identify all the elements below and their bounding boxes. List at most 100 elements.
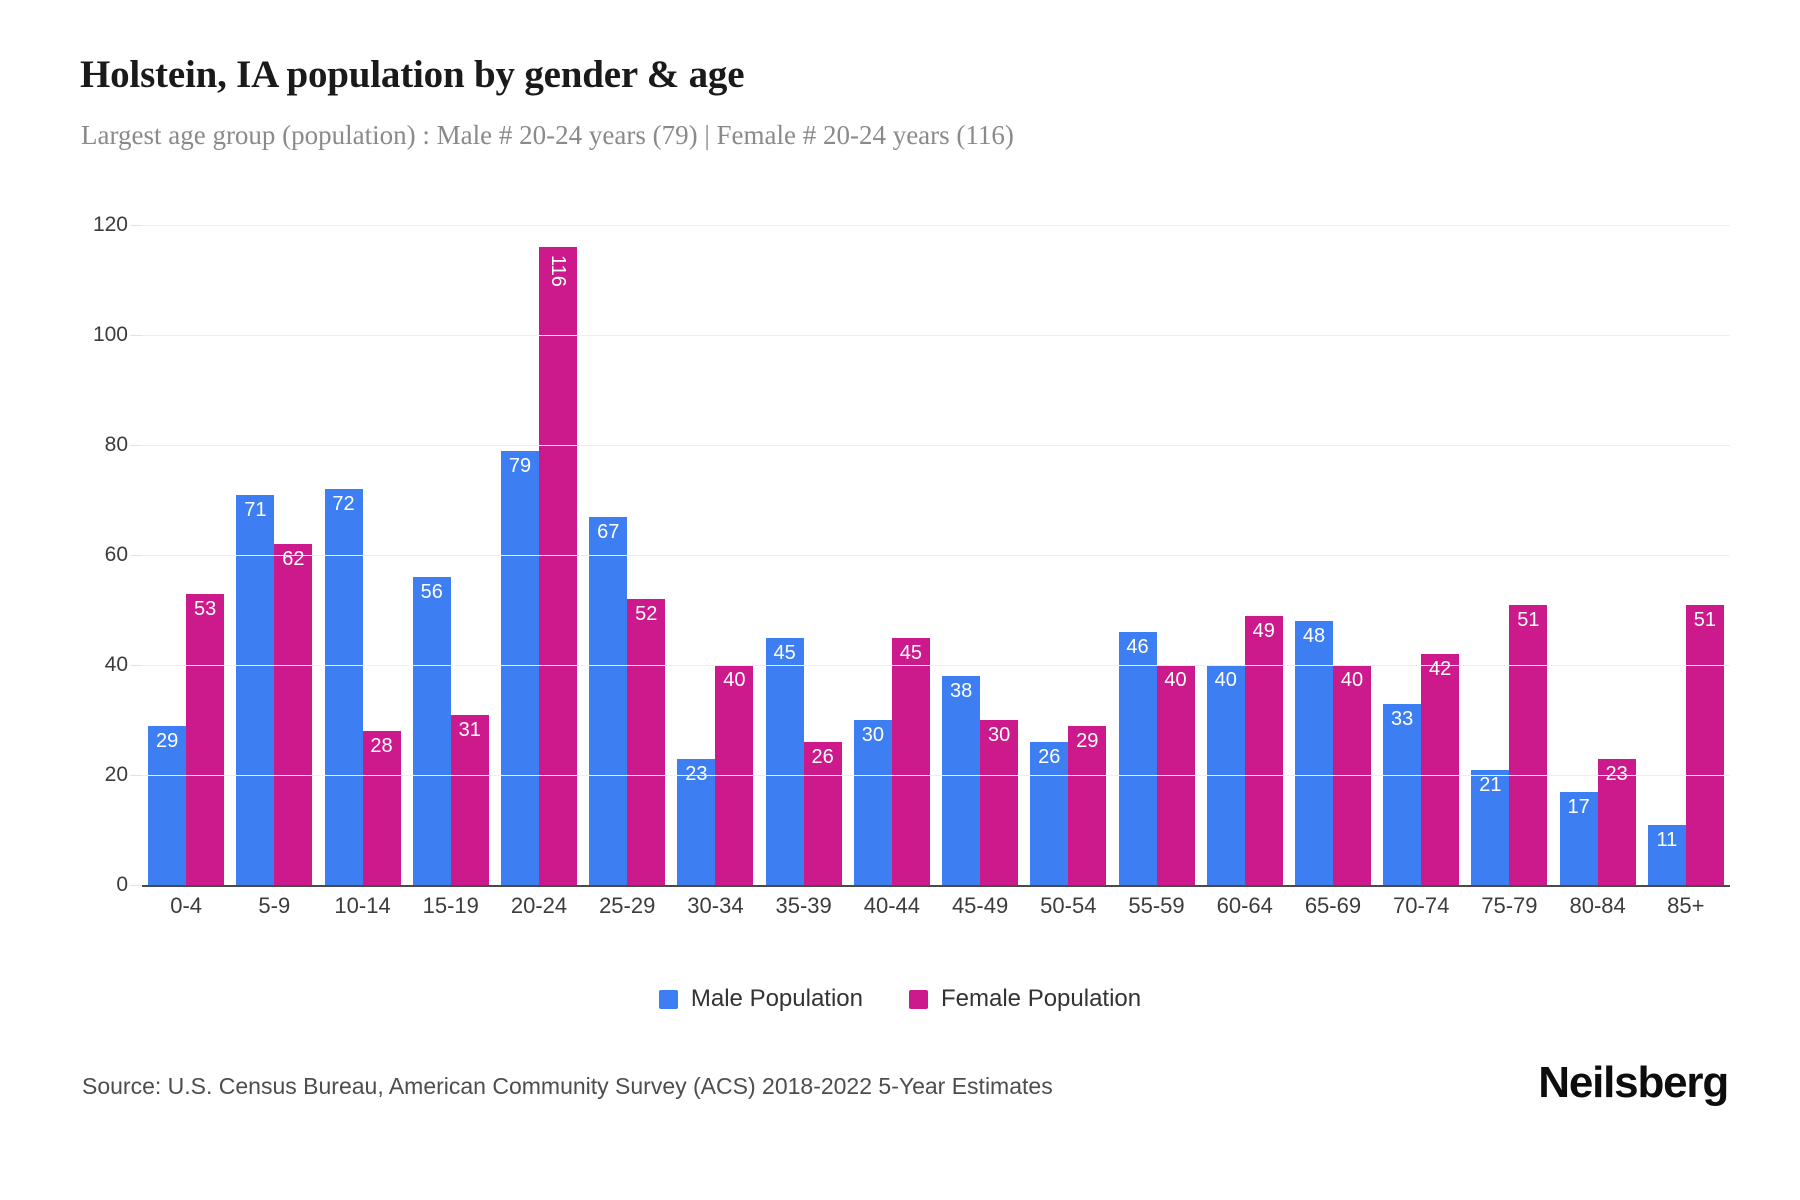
gridline (142, 335, 1730, 336)
x-axis-tick-label: 85+ (1667, 893, 1705, 918)
bar[interactable]: 28 (362, 731, 401, 885)
bar-group: 30 45 (848, 225, 936, 885)
bar[interactable]: 11 (1647, 824, 1686, 885)
brand-logo: Neilsberg (1538, 1058, 1729, 1107)
x-axis-tick-label: 10-14 (334, 893, 391, 918)
bar[interactable]: 53 (186, 593, 225, 885)
bar-value-label: 67 (597, 520, 620, 543)
bar-value-label: 29 (155, 729, 179, 752)
bar-value-label: 51 (1517, 608, 1540, 631)
bar-value-label: 28 (370, 735, 393, 757)
bar-value-label: 56 (420, 581, 443, 603)
bar-value-label: 48 (1302, 625, 1326, 647)
legend-item[interactable]: Male Population (658, 985, 863, 1013)
bar[interactable]: 72 (324, 489, 363, 885)
bar[interactable]: 23 (1597, 758, 1636, 885)
page-title: Holstein, IA population by gender & age (80, 53, 745, 96)
bar-value-label: 46 (1126, 636, 1149, 658)
bar-value-label: 42 (1429, 658, 1452, 680)
bar-value-label: 11 (1656, 828, 1678, 851)
legend-label: Female Population (941, 985, 1142, 1012)
y-axis-tick-label: 100 (92, 323, 128, 346)
bar-value-label: 38 (949, 680, 973, 702)
bar-value-label: 23 (1605, 762, 1628, 785)
legend-label: Male Population (690, 985, 863, 1012)
y-axis-tick-mark (130, 665, 142, 666)
bar-value-label: 30 (987, 724, 1011, 746)
bar[interactable]: 45 (765, 637, 804, 885)
bar[interactable]: 33 (1383, 703, 1422, 885)
bar-value-label: 40 (1164, 669, 1187, 691)
bar[interactable]: 31 (450, 714, 489, 885)
y-axis-tick-label: 20 (104, 763, 128, 786)
page-subtitle: Largest age group (population) : Male # … (81, 120, 1014, 150)
bar-value-label: 45 (773, 641, 796, 664)
bar-value-label: 29 (1076, 729, 1099, 752)
chart-legend: Male Population Female Population (0, 985, 1800, 1013)
y-axis-tick-mark (130, 335, 142, 336)
bar-value-label: 72 (332, 493, 355, 515)
bar-value-label: 116 (546, 255, 569, 287)
x-axis-tick-label: 40-44 (863, 893, 920, 918)
bar[interactable]: 26 (1030, 742, 1069, 885)
x-axis-tick-label: 80-84 (1569, 893, 1626, 918)
x-axis-tick-label: 55-59 (1128, 893, 1185, 918)
bar-value-label: 62 (282, 548, 305, 570)
bar-value-label: 40 (723, 669, 746, 691)
bar[interactable]: 38 (942, 676, 981, 885)
bar[interactable]: 26 (803, 742, 842, 885)
y-axis-tick-mark (130, 775, 142, 776)
bar-value-label: 26 (1038, 746, 1061, 768)
bar[interactable]: 45 (891, 637, 930, 885)
bar[interactable]: 67 (589, 516, 628, 885)
grid-area: 29 53 71 62 72 28 56 31 79 116 67 52 23 40 45 26 30 45 38 3… (130, 225, 1730, 887)
bar[interactable]: 48 (1294, 621, 1333, 885)
bar[interactable]: 79 (500, 450, 539, 885)
bar[interactable]: 116 (538, 247, 577, 885)
x-axis-tick-label: 65-69 (1304, 893, 1362, 918)
x-axis-tick-label: 70-74 (1393, 893, 1450, 918)
x-axis-tick-label: 0-4 (170, 893, 202, 918)
gridline (142, 775, 1730, 776)
bar-group: 33 42 (1377, 225, 1465, 885)
x-axis-tick-label: 5-9 (258, 893, 291, 918)
bar[interactable]: 51 (1509, 604, 1548, 885)
bar[interactable]: 42 (1421, 654, 1460, 885)
bar-value-label: 26 (811, 746, 834, 768)
bar-value-label: 33 (1391, 707, 1414, 730)
bar[interactable]: 30 (980, 720, 1019, 885)
y-axis-tick-mark (130, 555, 142, 556)
bar[interactable]: 51 (1685, 604, 1724, 885)
bar-value-label: 53 (193, 597, 217, 620)
bar[interactable]: 30 (853, 720, 892, 885)
y-axis-tick-label: 0 (116, 873, 128, 896)
bar[interactable]: 52 (627, 599, 666, 885)
bar[interactable]: 49 (1244, 615, 1283, 885)
y-axis: 0 20 40 60 80 100 120 (80, 213, 142, 896)
bar-value-label: 40 (1340, 669, 1364, 691)
bar[interactable]: 62 (274, 544, 313, 885)
chart-plot-area: 0 20 40 60 80 100 120 29 53 71 62 72 28 56 31 79 116 67 5… (80, 213, 1730, 918)
bar[interactable]: 29 (1068, 725, 1107, 885)
bar-value-label: 45 (899, 641, 922, 664)
source-note: Source: U.S. Census Bureau, American Com… (82, 1073, 1053, 1099)
bar-group: 21 51 (1465, 225, 1553, 885)
y-axis-tick-label: 60 (104, 543, 128, 566)
bar[interactable]: 46 (1118, 632, 1157, 885)
bar-group: 26 29 (1024, 225, 1112, 885)
x-axis-tick-label: 15-19 (422, 893, 479, 918)
bar[interactable]: 71 (236, 494, 275, 885)
x-axis: 0-4 5-9 10-14 15-19 20-24 25-29 30-34 35-39 40-4… (142, 893, 1730, 919)
legend-item[interactable]: Female Population (909, 985, 1141, 1013)
bar[interactable]: 56 (412, 577, 451, 885)
bar[interactable]: 29 (148, 725, 187, 885)
y-axis-tick-label: 40 (104, 653, 128, 676)
legend-swatch-icon (909, 989, 928, 1009)
bar[interactable]: 23 (677, 758, 716, 885)
x-axis-tick-label: 35-39 (775, 893, 832, 918)
bar[interactable]: 21 (1471, 769, 1510, 885)
x-axis-tick-label: 50-54 (1040, 893, 1097, 918)
bar[interactable]: 17 (1559, 791, 1598, 885)
y-axis-tick-label: 120 (92, 213, 128, 236)
